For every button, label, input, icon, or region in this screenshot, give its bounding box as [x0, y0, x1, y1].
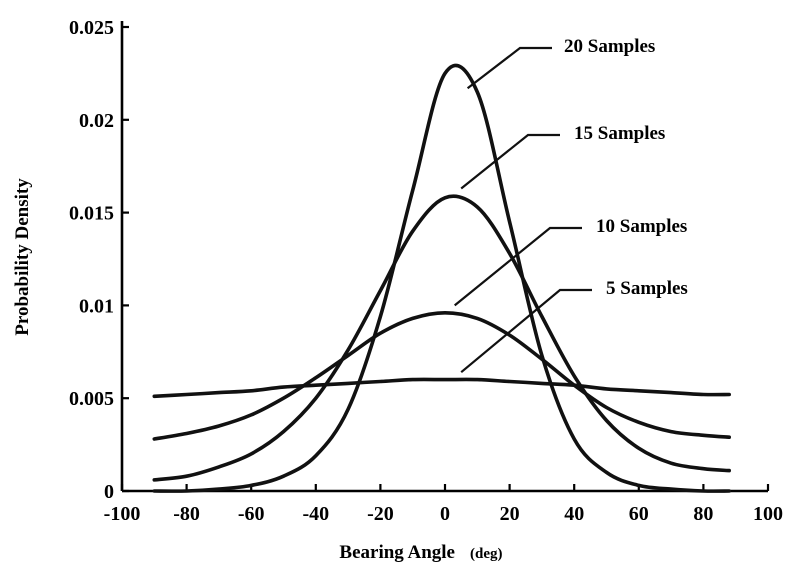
x-tick-label: -20 [367, 503, 394, 525]
leader-line-10-samples [454, 226, 582, 307]
series-lines [152, 63, 731, 493]
y-tick-label: 0 [104, 481, 114, 503]
y-tick-label: 0.015 [69, 203, 114, 225]
leader-line-15-samples [460, 133, 560, 190]
x-tick-label: -40 [302, 503, 329, 525]
leader-line-20-samples [466, 46, 552, 90]
series-line-5-samples [152, 377, 731, 399]
y-tick-label: 0.005 [69, 388, 114, 410]
x-tick-label: -60 [238, 503, 265, 525]
x-tick-label: 20 [500, 503, 520, 525]
x-tick-label: -80 [173, 503, 200, 525]
series-annotations: 20 Samples 15 Samples 10 Samples 5 Samples [454, 36, 688, 374]
series-line-15-samples [152, 194, 731, 482]
x-tick-label: 80 [693, 503, 713, 525]
x-axis-title: Bearing Angle [339, 542, 455, 563]
leader-line-5-samples [460, 288, 592, 374]
series-line-20-samples [152, 63, 731, 493]
x-tick-label: -100 [104, 503, 141, 525]
y-tick-label: 0.01 [79, 295, 114, 317]
x-axis-unit: (deg) [470, 546, 503, 562]
annotation-5-samples: 5 Samples [606, 278, 688, 299]
y-tick-label: 0.025 [69, 17, 114, 39]
x-tick-label: 100 [753, 503, 783, 525]
annotation-20-samples: 20 Samples [564, 36, 655, 57]
y-axis-title: Probability Density [12, 178, 33, 336]
annotation-10-samples: 10 Samples [596, 216, 687, 237]
series-line-10-samples [152, 311, 731, 441]
axes: -100 -80 -60 -40 -20 0 20 40 60 80 100 0 0.005 0.01 0.… [69, 17, 783, 525]
y-tick-label: 0.02 [79, 110, 114, 132]
x-tick-label: 0 [440, 503, 450, 525]
annotation-15-samples: 15 Samples [574, 123, 665, 144]
x-tick-label: 60 [629, 503, 649, 525]
x-tick-label: 40 [564, 503, 584, 525]
